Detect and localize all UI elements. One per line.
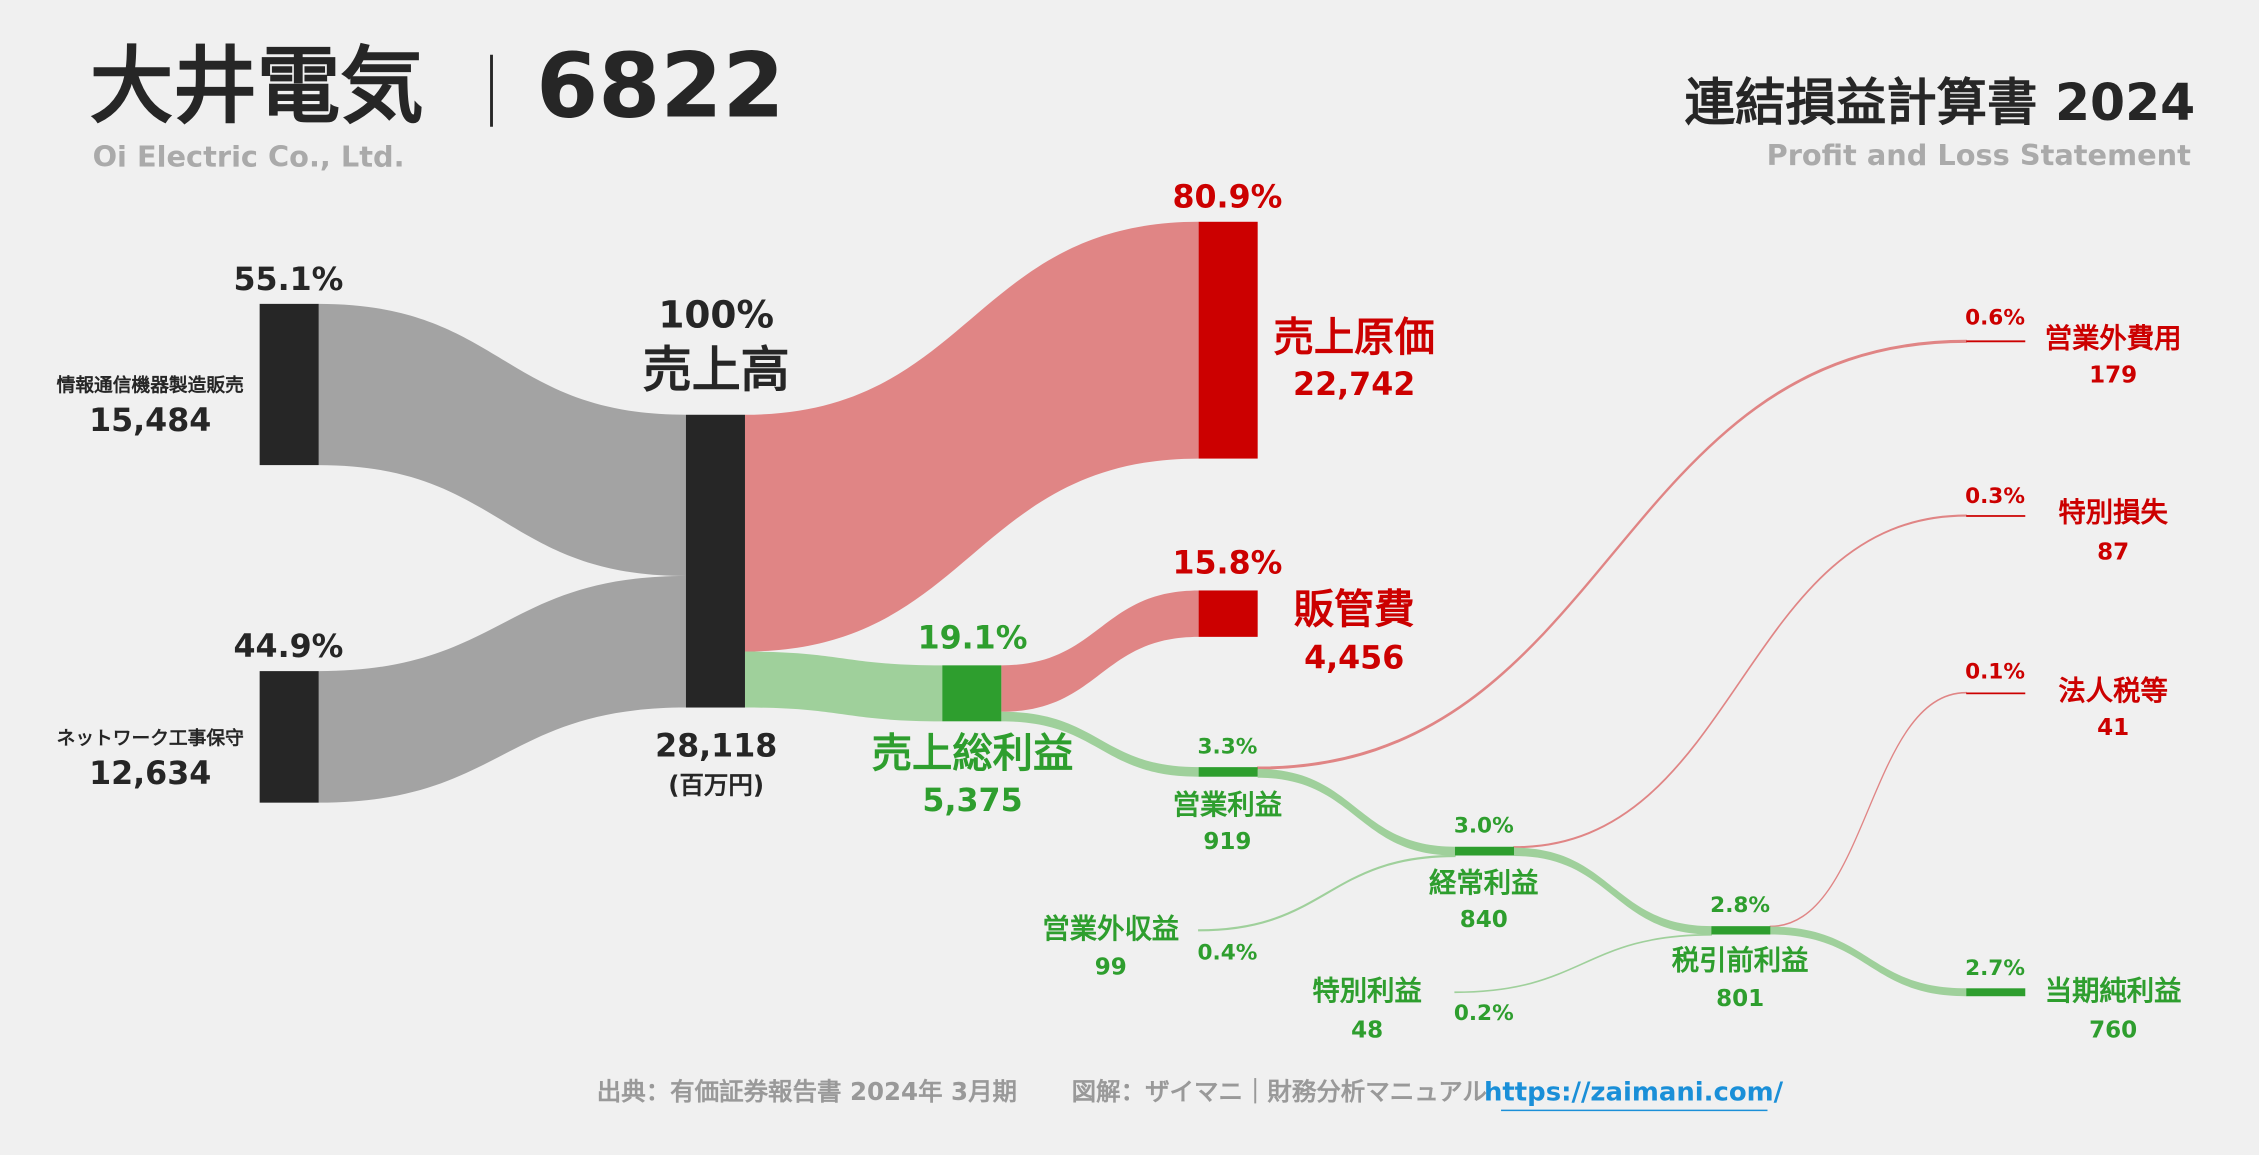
unit: (百万円) [668,770,764,799]
node-name: 営業外収益 [1042,913,1179,945]
node-bar [259,671,319,803]
node-value: 4,456 [1304,641,1404,677]
link [744,651,943,722]
node-name: 法人税等 [2058,675,2167,707]
node-name: 経常利益 [1429,867,1538,899]
node-name: 情報通信機器製造販売 [57,374,244,396]
node-share: 2.7% [1965,956,2025,981]
node-share: 0.1% [1965,660,2025,685]
link [1770,926,1967,997]
node-value: 28,118 [655,728,777,764]
node-name: 売上原価 [1274,314,1435,361]
link [744,221,1199,652]
node-value: 22,742 [1293,367,1415,403]
credit: 図解：ザイマニ｜財務分析マニュアル [1072,1077,1487,1106]
node-bar [1198,590,1258,637]
report-subtitle: Profit and Loss Statement [1767,138,2192,172]
node-share: 44.9% [234,629,344,665]
node-share: 0.6% [1965,305,2025,330]
node-bar [1966,988,2026,997]
node-share: 19.1% [918,620,1028,656]
node-bar [685,414,745,708]
node-name: 当期純利益 [2045,975,2182,1007]
node-value: 87 [2097,540,2129,566]
link [1454,933,1712,994]
company-name: 大井電気 [90,37,424,135]
report-title: 連結損益計算書 2024 [1685,73,2196,132]
node-name: 売上総利益 [872,730,1074,777]
node-bar [1711,926,1771,935]
node-bar [1966,692,2026,695]
node-name: 営業利益 [1173,789,1282,821]
node-value: 41 [2097,715,2129,741]
link [318,303,686,576]
node-share: 55.1% [234,262,344,298]
node-name: 特別利益 [1312,976,1421,1007]
node-bar [1198,221,1258,459]
node-share: 2.8% [1710,893,1770,918]
node-name: ネットワーク工事保守 [57,727,244,749]
node-bar [1454,846,1515,856]
node-name: 売上高 [643,341,790,398]
link [318,575,686,803]
node-value: 840 [1460,907,1508,933]
link [1257,768,1455,856]
link [1514,847,1712,935]
link-url[interactable]: https://zaimani.com/ [1484,1078,1784,1108]
node-bar [942,665,1002,722]
link [1001,590,1199,712]
node-share: 0.3% [1965,484,2025,509]
node-share: 100% [658,292,774,336]
node-value: 15,484 [89,403,211,439]
source: 出典：有価証券報告書 2024年 3月期 [597,1077,1017,1106]
node-value: 5,375 [922,783,1022,819]
node-share: 0.2% [1454,1001,1514,1026]
node-bar [1966,515,2026,517]
node-share: 15.8% [1172,546,1282,582]
node-share: 3.0% [1454,814,1514,839]
links [318,221,1967,997]
node-value: 179 [2089,362,2137,388]
link [1001,711,1199,777]
node-value: 99 [1095,954,1127,980]
node-bar [259,303,319,466]
node-share: 3.3% [1197,734,1257,759]
node-name: 税引前利益 [1672,945,1809,977]
node-bar [1966,340,2026,343]
nodes: 55.1% 情報通信機器製造販売 15,484 44.9% ネットワーク工事保守 12,6… [57,180,2182,1044]
company-code: 6822 [536,35,784,139]
node-value: 760 [2089,1018,2137,1044]
link [1198,854,1456,932]
node-name: 特別損失 [2058,498,2168,529]
node-value: 919 [1203,829,1251,855]
company-en: Oi Electric Co., Ltd. [93,139,405,173]
node-bar [1198,767,1258,777]
node-share: 80.9% [1172,180,1282,216]
node-share: 0.4% [1197,940,1257,965]
node-name: 営業外費用 [2045,322,2182,354]
node-name: 販管費 [1294,586,1415,633]
node-value: 48 [1351,1018,1383,1044]
node-value: 801 [1716,986,1764,1012]
node-value: 12,634 [89,756,211,792]
